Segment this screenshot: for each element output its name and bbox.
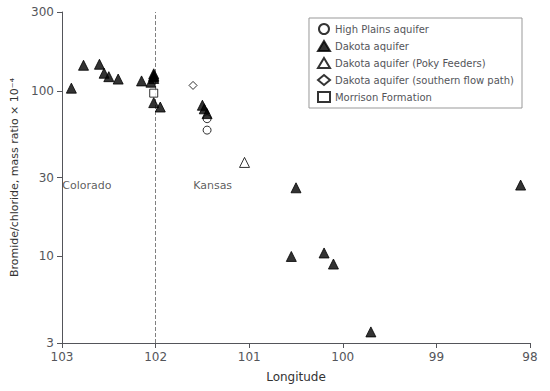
svg-text:103: 103 — [51, 350, 74, 364]
svg-text:100: 100 — [331, 350, 354, 364]
svg-text:Longitude: Longitude — [266, 370, 326, 384]
svg-text:Dakota aquifer: Dakota aquifer — [335, 41, 410, 52]
svg-text:99: 99 — [429, 350, 444, 364]
svg-text:102: 102 — [144, 350, 167, 364]
svg-text:30: 30 — [39, 171, 54, 185]
svg-text:98: 98 — [522, 350, 537, 364]
svg-text:100: 100 — [31, 84, 54, 98]
svg-text:101: 101 — [238, 350, 261, 364]
svg-text:Bromide/chloride, mass ratio ×: Bromide/chloride, mass ratio × 10⁻⁴ — [8, 77, 21, 277]
svg-text:300: 300 — [31, 5, 54, 19]
svg-text:3: 3 — [46, 336, 54, 350]
svg-text:Colorado: Colorado — [62, 179, 111, 192]
svg-text:10: 10 — [39, 249, 54, 263]
svg-text:High Plains aquifer: High Plains aquifer — [335, 24, 430, 35]
svg-text:Morrison Formation: Morrison Formation — [335, 92, 432, 103]
svg-text:Kansas: Kansas — [193, 179, 232, 192]
svg-text:Dakota aquifer (southern flow: Dakota aquifer (southern flow path) — [335, 75, 514, 86]
svg-text:Dakota aquifer (Poky Feeders): Dakota aquifer (Poky Feeders) — [335, 58, 486, 69]
